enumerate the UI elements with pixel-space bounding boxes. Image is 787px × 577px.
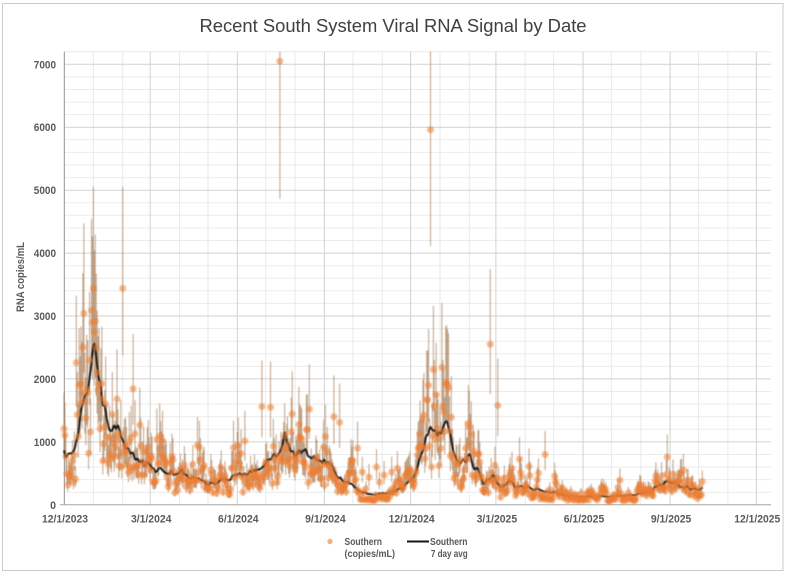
svg-text:3000: 3000 xyxy=(34,311,56,323)
svg-text:6000: 6000 xyxy=(34,122,56,134)
svg-text:7000: 7000 xyxy=(34,59,56,71)
svg-text:(copies/mL): (copies/mL) xyxy=(345,549,396,560)
svg-text:12/1/2023: 12/1/2023 xyxy=(42,514,88,526)
svg-text:9/1/2025: 9/1/2025 xyxy=(651,514,692,526)
svg-text:0: 0 xyxy=(50,500,56,512)
svg-text:1000: 1000 xyxy=(34,437,56,449)
svg-text:Recent South System Viral RNA: Recent South System Viral RNA Signal by … xyxy=(199,15,586,36)
svg-text:4000: 4000 xyxy=(34,248,56,260)
svg-text:RNA copies/mL: RNA copies/mL xyxy=(15,242,27,312)
svg-text:Southern: Southern xyxy=(430,537,468,548)
svg-text:6/1/2025: 6/1/2025 xyxy=(564,514,605,526)
svg-text:Southern: Southern xyxy=(345,537,383,548)
svg-text:12/1/2025: 12/1/2025 xyxy=(734,514,780,526)
svg-text:2000: 2000 xyxy=(34,374,56,386)
svg-text:12/1/2024: 12/1/2024 xyxy=(389,514,435,526)
svg-text:9/1/2024: 9/1/2024 xyxy=(305,514,346,526)
svg-text:3/1/2024: 3/1/2024 xyxy=(131,514,172,526)
svg-text:6/1/2024: 6/1/2024 xyxy=(218,514,259,526)
svg-text:5000: 5000 xyxy=(34,185,56,197)
svg-text:3/1/2025: 3/1/2025 xyxy=(477,514,518,526)
svg-text:7 day avg: 7 day avg xyxy=(431,549,468,560)
